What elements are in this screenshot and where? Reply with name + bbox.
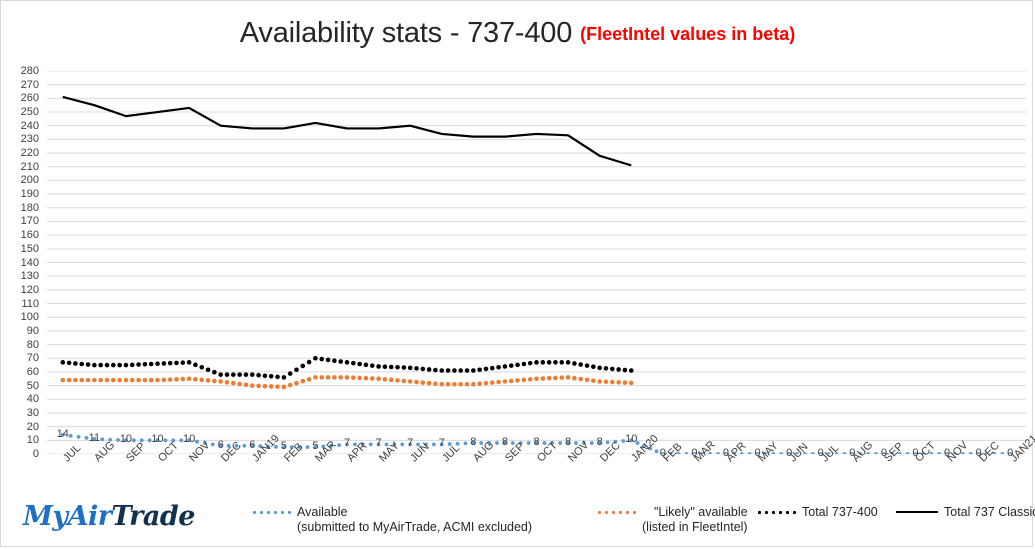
data-label: 0 bbox=[817, 447, 824, 459]
y-axis-tick: 60 bbox=[26, 365, 39, 378]
data-label: 0 bbox=[786, 447, 793, 459]
data-label: 10 bbox=[625, 433, 638, 446]
y-axis-tick: 170 bbox=[20, 215, 39, 228]
legend-sublabel: (submitted to MyAirTrade, ACMI excluded) bbox=[297, 520, 533, 534]
data-label: 5 bbox=[280, 440, 287, 453]
data-label: 8 bbox=[501, 436, 508, 449]
logo-part-2: Trade bbox=[111, 501, 196, 532]
data-label: 14 bbox=[56, 427, 69, 440]
legend-item-2[interactable]: Total 737-400 bbox=[756, 505, 878, 520]
data-label: 0 bbox=[849, 447, 856, 459]
data-label: 5 bbox=[312, 440, 319, 453]
y-axis-tick: 230 bbox=[20, 133, 39, 146]
y-axis-tick: 190 bbox=[20, 188, 39, 201]
y-axis-tick: 10 bbox=[26, 434, 39, 447]
legend-label: Total 737-400 bbox=[802, 505, 878, 519]
data-label: 7 bbox=[343, 437, 351, 450]
page-title: Availability stats - 737-400 bbox=[239, 17, 573, 49]
legend-swatch-icon bbox=[596, 511, 636, 514]
legend-swatch-icon bbox=[251, 511, 291, 514]
y-axis-tick: 110 bbox=[21, 297, 39, 310]
data-label: 11 bbox=[88, 431, 101, 444]
legend-sublabel: (listed in FleetIntel) bbox=[642, 520, 748, 534]
data-label: 10 bbox=[119, 433, 133, 446]
chart-title-block: Availability stats - 737-400 (FleetIntel … bbox=[1, 17, 1034, 50]
x-axis: JUL AUG SEP OCT NOV DEC JAN19 FEB MAR APR MAY JUN JU… bbox=[47, 433, 1035, 502]
data-label: 0 bbox=[975, 447, 982, 459]
data-label: 0 bbox=[912, 447, 919, 459]
series-dotted-0 bbox=[60, 432, 1013, 454]
data-label: 10 bbox=[151, 433, 164, 446]
data-label: 10 bbox=[182, 433, 196, 446]
data-label: 0 bbox=[722, 447, 730, 459]
data-label: 8 bbox=[470, 436, 477, 449]
data-label: 0 bbox=[943, 447, 951, 459]
y-axis-tick: 40 bbox=[26, 393, 39, 406]
chart-subtitle: (FleetIntel values in beta) bbox=[580, 24, 796, 44]
y-axis-tick: 150 bbox=[20, 242, 39, 255]
y-axis-tick: 20 bbox=[26, 420, 39, 433]
data-label: 7 bbox=[375, 437, 382, 450]
legend-label: Total 737 Classics bbox=[944, 505, 1035, 519]
y-axis-tick: 30 bbox=[26, 406, 39, 419]
data-label: 6 bbox=[249, 438, 256, 451]
legend-item-3[interactable]: Total 737 Classics bbox=[896, 505, 1035, 520]
legend-label: Available (submitted to MyAirTrade, ACMI … bbox=[297, 505, 533, 534]
data-label: 7 bbox=[438, 437, 445, 450]
series-dotted-2 bbox=[60, 355, 634, 380]
series-dotted-1 bbox=[60, 375, 634, 390]
data-label: 8 bbox=[565, 436, 572, 449]
y-axis-tick: 280 bbox=[20, 65, 39, 77]
y-axis-tick: 270 bbox=[20, 78, 39, 91]
chart-legend: Available (submitted to MyAirTrade, ACMI … bbox=[251, 505, 1035, 545]
y-axis-tick: 220 bbox=[20, 147, 39, 160]
y-axis-tick: 180 bbox=[20, 201, 39, 214]
legend-item-0[interactable]: Available (submitted to MyAirTrade, ACMI … bbox=[251, 505, 532, 535]
y-axis-tick: 160 bbox=[20, 229, 39, 242]
data-label: 0 bbox=[659, 447, 666, 459]
y-axis-tick: 200 bbox=[20, 174, 39, 187]
data-label: 0 bbox=[754, 447, 761, 459]
data-label: 8 bbox=[596, 436, 603, 449]
data-label: 7 bbox=[407, 437, 414, 450]
data-label: 0 bbox=[1007, 447, 1014, 459]
legend-swatch-icon bbox=[896, 511, 938, 513]
myairtrade-logo: MyAirTrade bbox=[23, 501, 195, 532]
legend-item-1[interactable]: "Likely" available (listed in FleetIntel) bbox=[596, 505, 748, 535]
y-axis-tick: 90 bbox=[26, 324, 39, 337]
chart-svg bbox=[47, 71, 1026, 454]
y-axis-tick: 0 bbox=[32, 448, 39, 460]
logo-part-1: MyAir bbox=[23, 501, 112, 532]
data-label: 0 bbox=[880, 447, 887, 459]
y-axis-tick: 120 bbox=[20, 283, 39, 296]
y-axis-tick: 260 bbox=[20, 92, 39, 105]
y-axis-tick: 210 bbox=[20, 160, 39, 173]
y-axis-tick: 50 bbox=[26, 379, 39, 392]
y-axis-tick: 250 bbox=[20, 106, 39, 119]
y-axis-tick: 80 bbox=[26, 338, 39, 351]
data-label: 8 bbox=[533, 436, 540, 449]
y-axis-tick: 70 bbox=[26, 352, 39, 365]
legend-label: "Likely" available (listed in FleetIntel) bbox=[642, 505, 748, 534]
y-axis-tick: 100 bbox=[20, 311, 39, 324]
y-axis-tick: 240 bbox=[20, 119, 39, 132]
y-axis-tick: 140 bbox=[20, 256, 39, 269]
legend-swatch-icon bbox=[756, 511, 796, 514]
data-label: 0 bbox=[691, 447, 698, 459]
y-axis: 0 10 20 30 40 50 60 70 80 90 100 110 120 130 140 150 160… bbox=[1, 66, 43, 460]
data-label: 6 bbox=[217, 438, 224, 451]
plot-area: 14 11 10 10 10 6 6 5 5 7 7 7 7 8 8 8 8 8 10 0 0 0 0 0 0 0 0 0 0 0 0 bbox=[47, 71, 1026, 459]
series-line-3 bbox=[62, 95, 632, 167]
y-axis-tick: 130 bbox=[20, 270, 39, 283]
